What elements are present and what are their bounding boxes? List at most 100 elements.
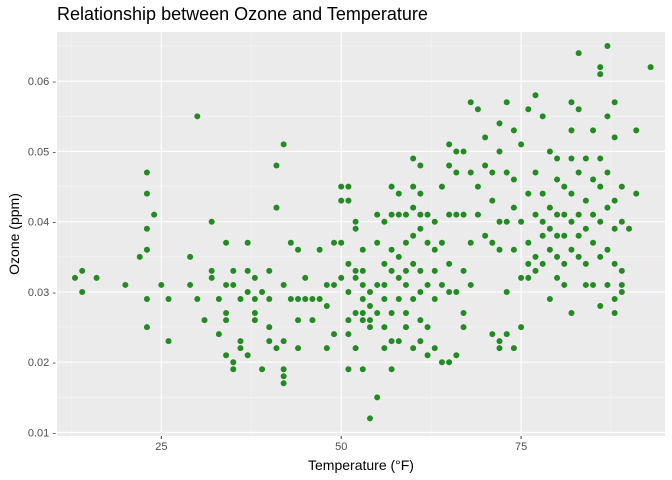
- data-point: [647, 64, 654, 71]
- data-point: [518, 141, 525, 148]
- data-point: [402, 324, 409, 331]
- data-point: [352, 225, 359, 232]
- data-point: [136, 253, 143, 260]
- data-point: [525, 190, 532, 197]
- data-point: [417, 211, 424, 218]
- data-point: [331, 331, 338, 338]
- data-point: [374, 211, 381, 218]
- data-point: [230, 359, 237, 366]
- data-point: [575, 169, 582, 176]
- data-point: [417, 267, 424, 274]
- data-point: [575, 253, 582, 260]
- data-point: [273, 204, 280, 211]
- data-point: [194, 295, 201, 302]
- data-point: [331, 239, 338, 246]
- data-point: [374, 239, 381, 246]
- data-point: [604, 281, 611, 288]
- data-point: [266, 338, 273, 345]
- data-point: [251, 295, 258, 302]
- data-point: [338, 239, 345, 246]
- data-point: [237, 295, 244, 302]
- data-point: [402, 281, 409, 288]
- data-point: [453, 352, 460, 359]
- data-point: [410, 155, 417, 162]
- data-point: [604, 169, 611, 176]
- data-point: [208, 218, 215, 225]
- data-point: [575, 211, 582, 218]
- data-point: [366, 317, 373, 324]
- data-point: [575, 232, 582, 239]
- data-point: [590, 281, 597, 288]
- data-point: [482, 162, 489, 169]
- data-point: [402, 211, 409, 218]
- data-point: [582, 260, 589, 267]
- data-point: [532, 92, 539, 99]
- data-point: [611, 99, 618, 106]
- data-point: [417, 338, 424, 345]
- data-point: [532, 267, 539, 274]
- data-point: [395, 274, 402, 281]
- data-point: [187, 281, 194, 288]
- data-point: [489, 197, 496, 204]
- data-point: [79, 267, 86, 274]
- plot-panel: [57, 32, 665, 436]
- data-point: [194, 113, 201, 120]
- data-point: [388, 338, 395, 345]
- data-point: [143, 225, 150, 232]
- data-point: [223, 281, 230, 288]
- x-tick-label: 50: [335, 441, 347, 453]
- data-point: [388, 267, 395, 274]
- y-tick-label: 0.01 -: [28, 427, 56, 439]
- data-point: [453, 288, 460, 295]
- data-point: [568, 127, 575, 134]
- data-point: [582, 197, 589, 204]
- data-point: [359, 310, 366, 317]
- data-point: [424, 352, 431, 359]
- data-point: [280, 366, 287, 373]
- data-point: [554, 176, 561, 183]
- data-point: [359, 317, 366, 324]
- data-point: [438, 359, 445, 366]
- data-point: [460, 310, 467, 317]
- data-point: [402, 239, 409, 246]
- data-point: [388, 310, 395, 317]
- data-point: [345, 288, 352, 295]
- data-point: [561, 211, 568, 218]
- data-point: [546, 295, 553, 302]
- data-point: [244, 239, 251, 246]
- data-point: [590, 176, 597, 183]
- data-point: [359, 267, 366, 274]
- data-point: [417, 317, 424, 324]
- data-point: [561, 281, 568, 288]
- y-axis-title: Ozone (ppm): [6, 193, 22, 275]
- data-point: [510, 204, 517, 211]
- data-point: [590, 211, 597, 218]
- data-point: [460, 324, 467, 331]
- data-point: [266, 295, 273, 302]
- data-point: [374, 281, 381, 288]
- data-point: [539, 260, 546, 267]
- data-point: [388, 211, 395, 218]
- data-point: [446, 162, 453, 169]
- data-point: [302, 274, 309, 281]
- data-point: [489, 331, 496, 338]
- data-point: [582, 155, 589, 162]
- data-point: [554, 232, 561, 239]
- data-point: [518, 218, 525, 225]
- data-point: [244, 352, 251, 359]
- data-point: [568, 155, 575, 162]
- data-point: [388, 246, 395, 253]
- data-point: [611, 197, 618, 204]
- data-point: [496, 345, 503, 352]
- data-point: [438, 183, 445, 190]
- data-point: [597, 155, 604, 162]
- data-point: [359, 246, 366, 253]
- data-point: [352, 310, 359, 317]
- data-point: [510, 345, 517, 352]
- data-point: [561, 183, 568, 190]
- data-point: [460, 211, 467, 218]
- data-point: [611, 260, 618, 267]
- data-point: [223, 352, 230, 359]
- data-point: [410, 183, 417, 190]
